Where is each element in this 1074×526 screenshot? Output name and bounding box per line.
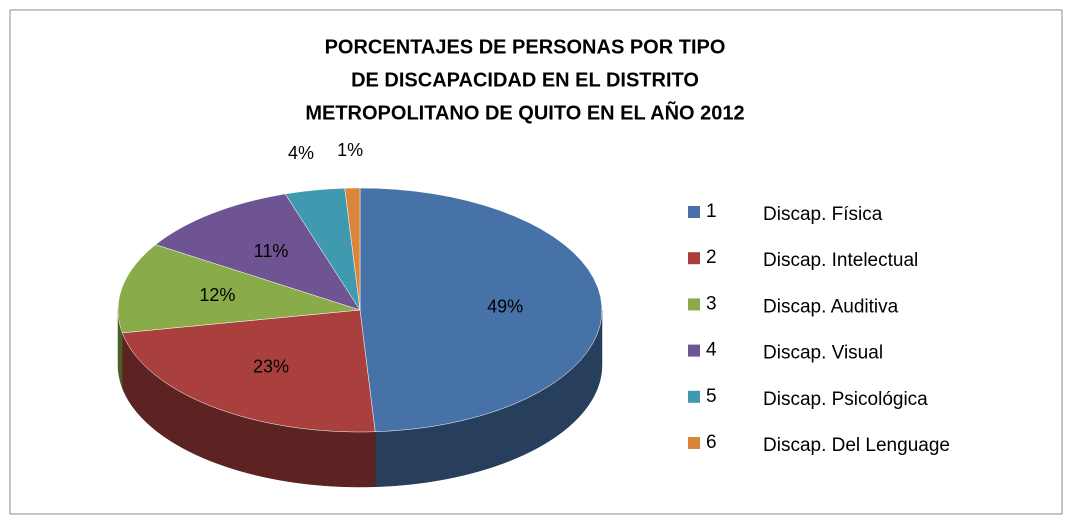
legend-label: 5 bbox=[706, 386, 717, 407]
legend-annotation: Discap. Del Lenguage bbox=[763, 435, 950, 456]
legend-label: 4 bbox=[706, 340, 717, 361]
legend-label: 2 bbox=[706, 247, 717, 268]
data-label: 1% bbox=[337, 140, 363, 160]
legend-swatch bbox=[688, 206, 700, 218]
legend-label: 1 bbox=[706, 201, 717, 222]
data-label: 49% bbox=[487, 296, 523, 316]
legend-annotation: Discap. Física bbox=[763, 204, 883, 225]
legend-swatch bbox=[688, 252, 700, 265]
slice bbox=[155, 193, 361, 311]
slice bbox=[121, 309, 376, 433]
data-label: 23% bbox=[253, 357, 289, 377]
legend-annotation: Discap. Intelectual bbox=[763, 250, 918, 271]
chart-title: PORCENTAJES DE PERSONAS POR TIPO bbox=[325, 36, 726, 58]
data-label: 11% bbox=[254, 241, 289, 261]
legend-swatch bbox=[688, 437, 700, 449]
chart-title: METROPOLITANO DE QUITO EN EL AÑO 2012 bbox=[305, 101, 744, 124]
legend-annotation: Discap. Visual bbox=[763, 343, 883, 364]
legend-annotation: Discap. Psicológica bbox=[763, 389, 928, 410]
slice bbox=[344, 187, 361, 311]
legend-swatch bbox=[688, 298, 700, 311]
slice bbox=[117, 244, 361, 334]
legend-label: 6 bbox=[706, 432, 717, 453]
slice bbox=[359, 187, 603, 433]
data-label: 12% bbox=[199, 285, 235, 305]
slice bbox=[284, 187, 361, 311]
chart-title: DE DISCAPACIDAD EN EL DISTRITO bbox=[351, 69, 699, 91]
data-label: 4% bbox=[288, 143, 314, 163]
legend-annotation: Discap. Auditiva bbox=[763, 296, 899, 317]
legend-swatch bbox=[688, 344, 700, 357]
legend-label: 3 bbox=[706, 293, 717, 314]
legend-swatch bbox=[688, 390, 700, 403]
